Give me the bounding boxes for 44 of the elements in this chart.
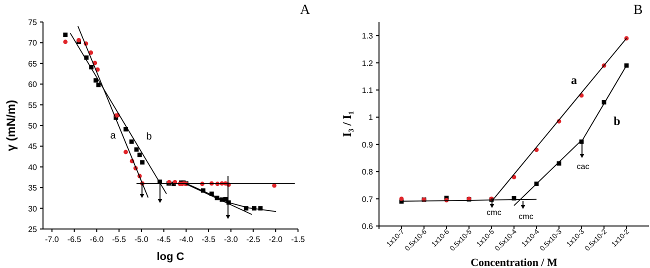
y-tick-label: 60 [28, 80, 38, 90]
y-tick-label: 0.7 [362, 194, 374, 204]
y-tick-label: 75 [28, 18, 38, 27]
x-tick-label: -4.5 [156, 235, 172, 244]
annotation: b [146, 132, 152, 143]
y-tick-label: 0.9 [362, 140, 374, 150]
chart-title: B [633, 3, 643, 18]
x-tick-label: -1.5 [291, 235, 306, 244]
annotation: cac [576, 162, 590, 172]
annotation: a [110, 130, 116, 142]
y-tick-label: 50 [28, 122, 38, 130]
x-tick-label: -3.5 [202, 235, 216, 244]
annotation: b [614, 114, 621, 128]
y-axis-title: γ (mN/m) [4, 100, 18, 152]
y-tick-label: 0.8 [362, 168, 374, 177]
y-tick-label: 25 [28, 225, 38, 234]
y-tick-label: 35 [28, 184, 38, 193]
x-tick-label: -6.5 [67, 235, 82, 244]
x-tick-label: -5.0 [134, 235, 149, 244]
x-axis-title: log C [156, 251, 184, 263]
y-axis-title: I₃ / I₁ [340, 110, 354, 137]
x-tick-label: -5.5 [112, 235, 126, 244]
y-tick-label: 1.3 [362, 32, 374, 41]
y-tick-label: 45 [28, 142, 38, 152]
y-tick-label: 70 [28, 38, 38, 48]
x-axis-title: Concentration / M [470, 257, 558, 268]
y-tick-label: 55 [28, 100, 38, 110]
x-tick-label: -3.0 [224, 235, 238, 244]
y-tick-label: 1.1 [362, 86, 374, 95]
annotation: cmc [518, 212, 534, 222]
x-tick-label: -2.5 [246, 235, 261, 244]
x-tick-label: -6.0 [90, 235, 104, 244]
x-tick-label: -7.0 [45, 235, 60, 244]
y-tick-label: 40 [28, 162, 38, 172]
y-tick-label: 65 [28, 59, 38, 68]
x-tick-label: -4.0 [179, 235, 194, 244]
y-tick-label: 0.6 [362, 222, 374, 231]
annotation: a [571, 72, 577, 87]
y-tick-label: 1.2 [362, 58, 374, 68]
y-tick-label: 30 [28, 204, 38, 214]
y-tick-label: 1 [368, 113, 374, 122]
x-tick-label: -2.0 [268, 235, 284, 244]
chart-title: A [300, 3, 311, 18]
annotation: cmc [486, 208, 502, 218]
